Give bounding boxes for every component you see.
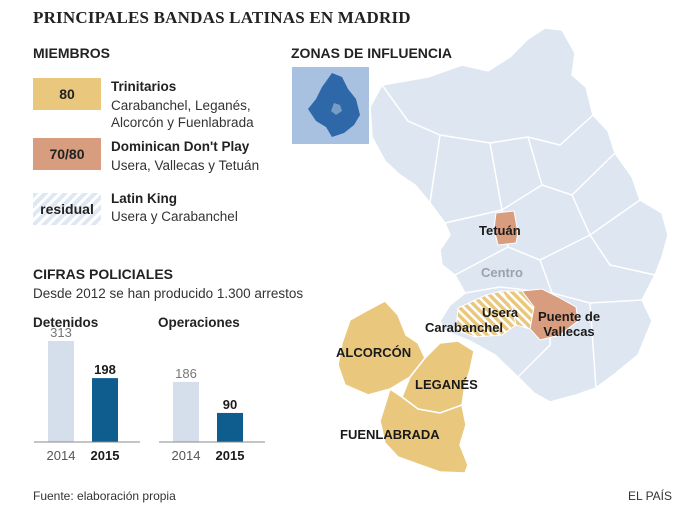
- label-puente-de-vallecas-line2: Vallecas: [543, 324, 595, 339]
- operaciones-chart: 186 2014 90 2015: [159, 366, 265, 463]
- label-alcorcon: ALCORCÓN: [336, 345, 412, 360]
- detenidos-chart: 313 2014 198 2015: [34, 328, 140, 463]
- operaciones-chart-title: Operaciones: [158, 315, 240, 330]
- value-label-2014: 186: [175, 366, 197, 381]
- latin-king-areas: Usera y Carabanchel: [111, 209, 238, 224]
- label-centro: Centro: [481, 265, 523, 280]
- label-carabanchel: Carabanchel: [425, 320, 504, 335]
- label-leganes: LEGANÉS: [415, 377, 478, 392]
- inset-city-marker: [331, 103, 342, 115]
- label-usera: Usera: [482, 305, 519, 320]
- category-label-2015: 2015: [91, 448, 120, 463]
- trinitarios-areas-line1: Carabanchel, Leganés,: [111, 98, 251, 113]
- label-puente-de-vallecas-line1: Puente de: [537, 309, 601, 324]
- madrid-map: [292, 27, 669, 474]
- ddp-name: Dominican Don't Play: [111, 139, 250, 154]
- fuenlabrada-municipality: [379, 387, 469, 474]
- police-heading: CIFRAS POLICIALES: [33, 266, 174, 282]
- publisher-credit: EL PAÍS: [628, 489, 673, 503]
- bar-2015: [92, 378, 118, 442]
- category-label-2014: 2014: [47, 448, 76, 463]
- ddp-areas: Usera, Vallecas y Tetuán: [111, 158, 260, 173]
- members-heading: MIEMBROS: [33, 45, 110, 61]
- label-tetuan: Tetuán: [479, 223, 521, 238]
- police-subtitle: Desde 2012 se han producido 1.300 arrest…: [33, 286, 304, 301]
- detenidos-chart-title: Detenidos: [33, 315, 99, 330]
- leganes-municipality: [401, 340, 475, 414]
- bar-2014: [48, 341, 74, 442]
- value-label-2015: 90: [223, 397, 237, 412]
- inset-community-region: [308, 73, 360, 137]
- value-label-2015: 198: [94, 362, 116, 377]
- category-label-2015: 2015: [216, 448, 245, 463]
- latin-king-count-box: residual: [33, 193, 101, 225]
- latin-king-count: residual: [40, 201, 94, 217]
- source-note: Fuente: elaboración propia: [33, 489, 176, 503]
- madrid-municipality: [369, 27, 669, 403]
- label-fuenlabrada: FUENLABRADA: [340, 427, 440, 442]
- bar-2014: [173, 381, 199, 442]
- value-label-2014: 313: [50, 328, 72, 340]
- trinitarios-count-box: 80: [33, 78, 101, 110]
- category-label-2014: 2014: [172, 448, 201, 463]
- puente-de-vallecas-district: [521, 288, 579, 341]
- trinitarios-count: 80: [59, 86, 75, 102]
- latin-king-name: Latin King: [111, 191, 177, 206]
- trinitarios-areas-line2: Alcorcón y Fuenlabrada: [111, 115, 254, 130]
- bar-2015: [217, 412, 243, 442]
- tetuan-district: [493, 210, 519, 246]
- map-heading: ZONAS DE INFLUENCIA: [291, 45, 452, 61]
- ddp-count-box: 70/80: [33, 138, 101, 170]
- ddp-count: 70/80: [49, 146, 85, 162]
- trinitarios-name: Trinitarios: [111, 79, 177, 94]
- page-title: PRINCIPALES BANDAS LATINAS EN MADRID: [33, 8, 411, 27]
